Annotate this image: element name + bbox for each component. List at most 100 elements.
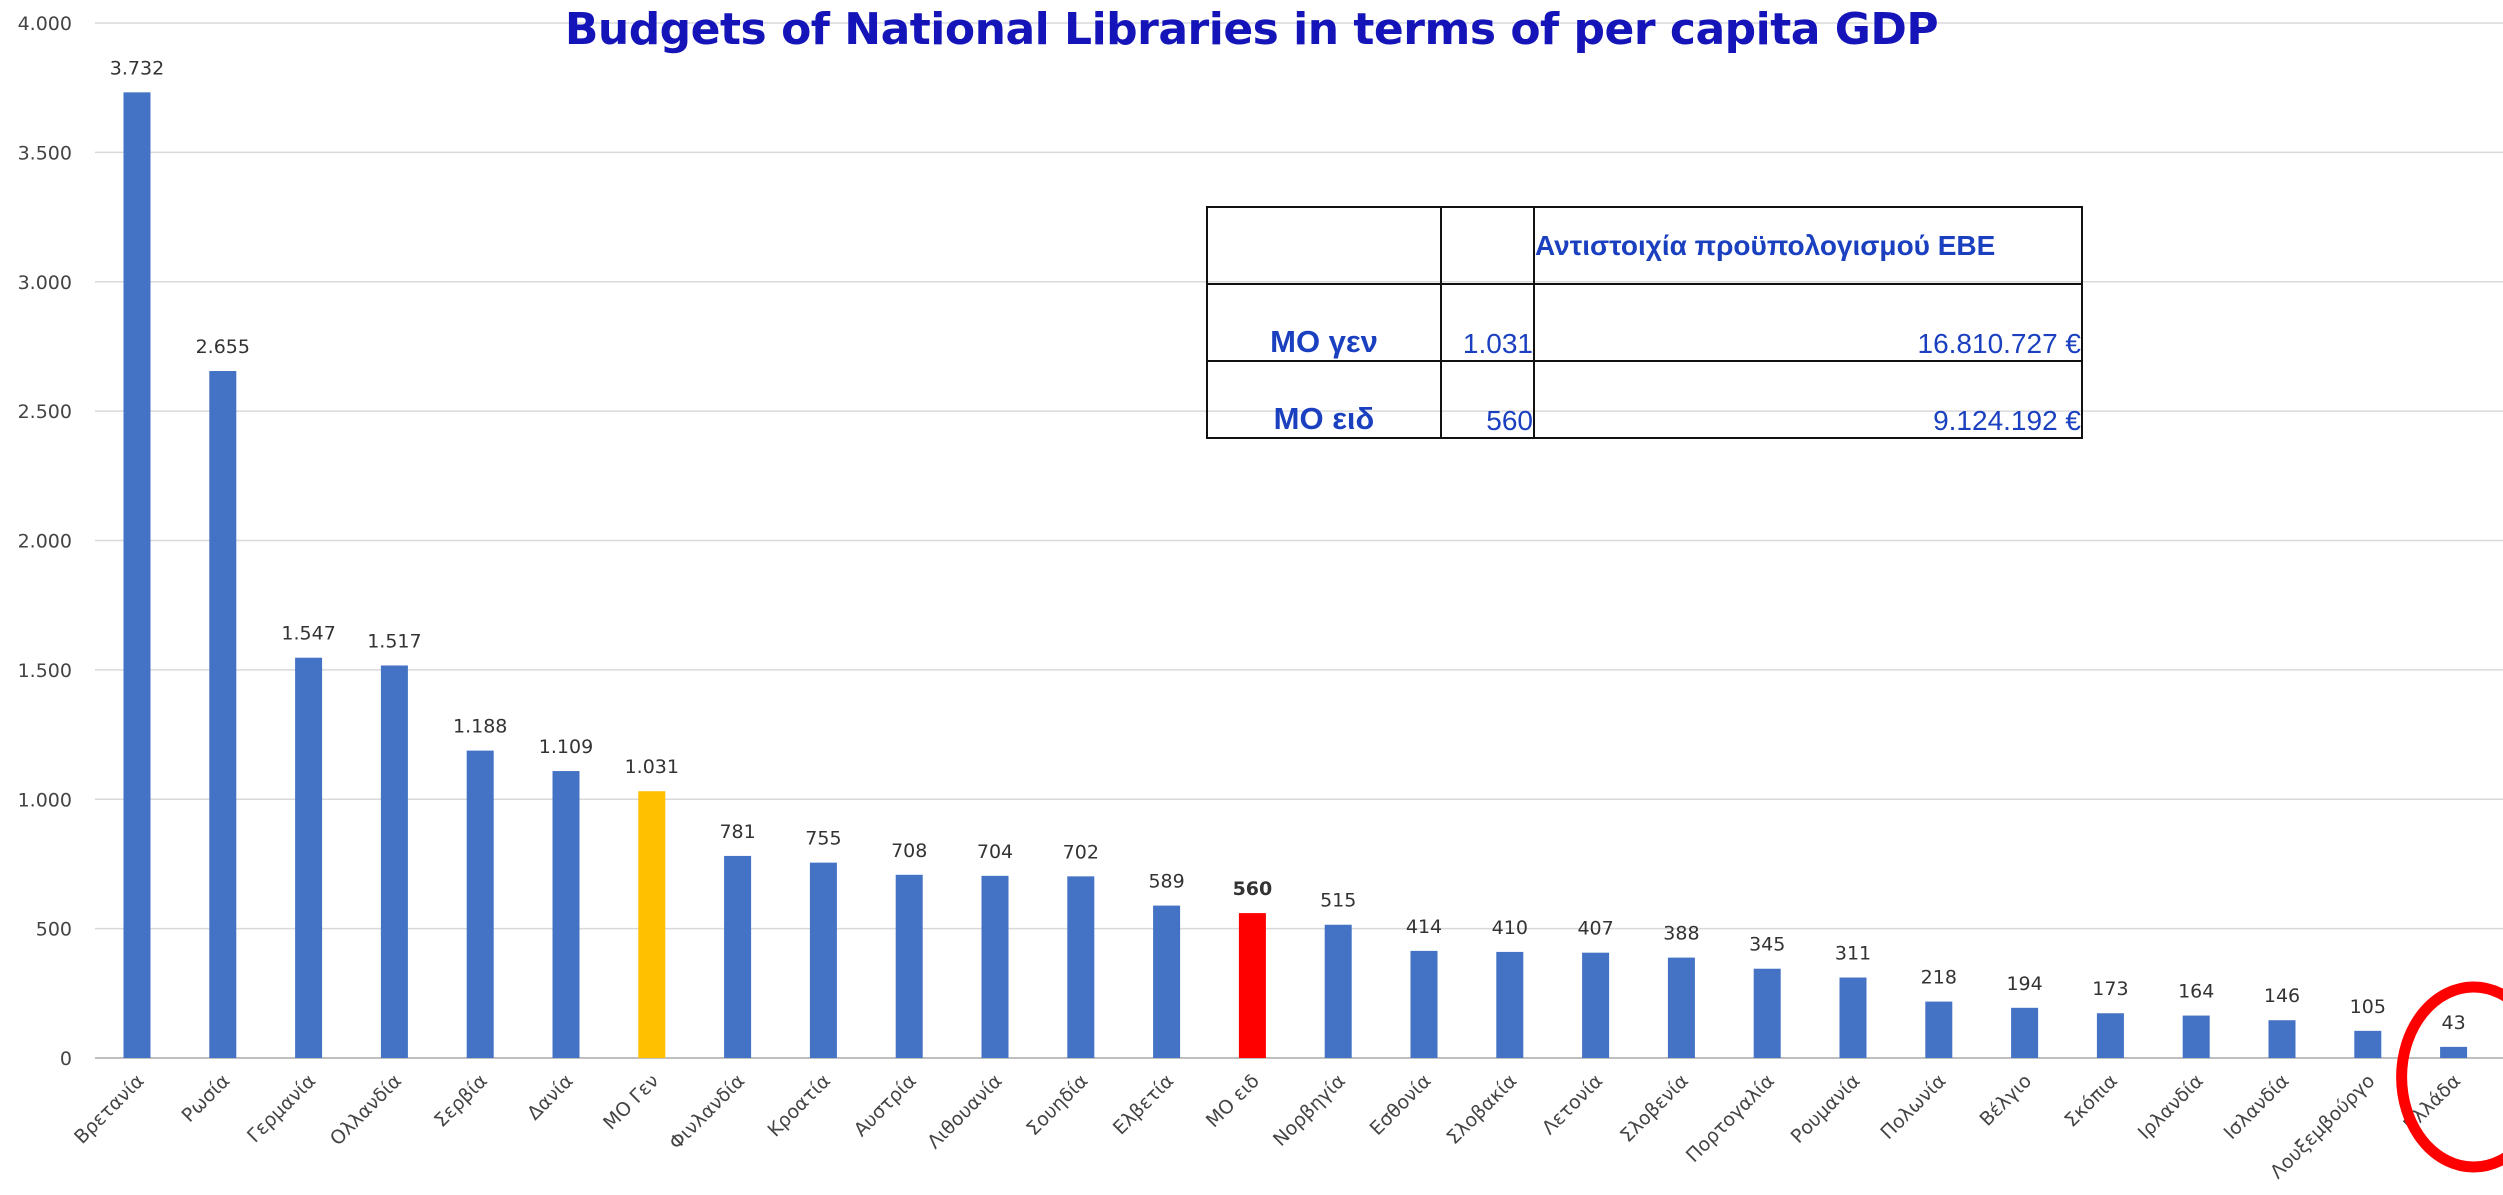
- value-label: 388: [1663, 923, 1699, 945]
- value-label: 311: [1835, 943, 1871, 965]
- x-tick-label: Ιρλανδία: [2134, 1070, 2208, 1144]
- x-tick-label: Ρωσία: [178, 1070, 235, 1127]
- x-tick-label: Σκόπια: [2060, 1070, 2122, 1132]
- x-tick-label: Ολλανδία: [326, 1070, 406, 1150]
- table-header-row: Αντιστοιχία προϋπολογισμού ΕΒΕ: [1206, 206, 2083, 285]
- x-tick-label: Βέλγιο: [1975, 1070, 2036, 1131]
- value-label: 2.655: [196, 336, 250, 358]
- x-tick-label: ΜΟ ειδ: [1202, 1070, 1264, 1132]
- value-label: 3.732: [110, 57, 164, 79]
- bar: [1839, 977, 1867, 1058]
- bar: [2011, 1007, 2039, 1058]
- bar: [2268, 1020, 2296, 1058]
- bar: [1582, 952, 1610, 1058]
- value-label: 164: [2178, 981, 2214, 1003]
- value-label: 702: [1063, 841, 1099, 863]
- highlight-circle: [2396, 981, 2503, 1173]
- budget-table: Αντιστοιχία προϋπολογισμού ΕΒΕ ΜΟ γεν 1.…: [1206, 206, 2083, 439]
- bar: [1324, 924, 1352, 1058]
- value-label: 414: [1406, 916, 1442, 938]
- x-tick-label: Νορβηγία: [1269, 1070, 1350, 1151]
- bar: [2440, 1046, 2468, 1058]
- value-label: 1.031: [625, 756, 679, 778]
- value-label: 105: [2350, 996, 2386, 1018]
- value-label: 1.188: [453, 716, 507, 738]
- value-label: 515: [1320, 890, 1356, 912]
- bar: [1753, 968, 1781, 1058]
- value-labels: 3.732 2.655 1.547 1.517 1.188 1.109 1.031 781 75…: [110, 57, 2466, 1034]
- row-value: 560: [1440, 360, 1535, 439]
- bar: [2354, 1030, 2382, 1058]
- bar: [1496, 951, 1524, 1058]
- y-tick-label: 1.000: [18, 789, 72, 811]
- table-row: ΜΟ γεν 1.031 16.810.727 €: [1206, 283, 2083, 362]
- value-label: 1.547: [281, 623, 335, 645]
- x-tick-label: Λετονία: [1538, 1070, 1607, 1139]
- value-label: 1.517: [367, 630, 421, 652]
- bar: [895, 874, 923, 1058]
- y-tick-label: 2.500: [18, 401, 72, 423]
- bar: [1667, 957, 1695, 1058]
- x-tick-label: Φινλανδία: [665, 1070, 749, 1154]
- bar: [1153, 905, 1181, 1058]
- bar: [638, 791, 666, 1058]
- bar: [981, 875, 1009, 1058]
- x-tick-label: ΜΟ Γεν: [599, 1070, 663, 1134]
- bar: [1067, 876, 1095, 1058]
- chart-title: Budgets of National Libraries in terms o…: [564, 4, 1939, 55]
- table-row: ΜΟ ειδ 560 9.124.192 €: [1206, 360, 2083, 439]
- row-label: ΜΟ ειδ: [1206, 360, 1442, 439]
- y-tick-label: 1.500: [18, 660, 72, 682]
- x-tick-label: Σλοβενία: [1616, 1070, 1693, 1147]
- bar: [2096, 1013, 2124, 1058]
- x-tick-label: Γερμανία: [243, 1070, 320, 1147]
- gridlines: [95, 22, 2503, 1059]
- y-axis-ticks: 0 500 1.000 1.500 2.000 2.500 3.000 3.500 4.000: [18, 13, 72, 1070]
- x-tick-label: Πολωνία: [1876, 1070, 1950, 1144]
- x-tick-label: Ρουμανία: [1787, 1070, 1865, 1148]
- value-label: 407: [1577, 918, 1613, 940]
- y-tick-label: 2.000: [18, 531, 72, 553]
- y-tick-label: 0: [60, 1048, 72, 1070]
- x-tick-label: Αυστρία: [850, 1070, 921, 1141]
- bar: [552, 771, 580, 1058]
- x-tick-label: Δανία: [523, 1070, 578, 1125]
- bar: [123, 92, 151, 1059]
- value-label: 43: [2442, 1012, 2466, 1034]
- table-header: Αντιστοιχία προϋπολογισμού ΕΒΕ: [1533, 206, 2083, 285]
- value-label: 704: [977, 841, 1013, 863]
- bar: [1925, 1001, 1953, 1058]
- y-tick-label: 3.500: [18, 142, 72, 164]
- row-budget: 16.810.727 €: [1533, 283, 2083, 362]
- x-tick-label: Ισλανδία: [2220, 1070, 2294, 1144]
- value-label: 410: [1492, 917, 1528, 939]
- value-label: 345: [1749, 934, 1785, 956]
- bar: [380, 665, 408, 1058]
- bar: [1238, 913, 1266, 1058]
- value-label: 755: [805, 828, 841, 850]
- bar: [209, 371, 237, 1058]
- x-tick-label: Λιθουανία: [923, 1070, 1006, 1153]
- x-tick-label: Σουηδία: [1022, 1070, 1092, 1140]
- row-budget: 9.124.192 €: [1533, 360, 2083, 439]
- value-label: 218: [1921, 967, 1957, 989]
- bar: [295, 657, 323, 1058]
- y-tick-label: 500: [36, 919, 72, 941]
- x-tick-label: Κροατία: [763, 1070, 834, 1141]
- x-tick-label: Σλοβακία: [1442, 1070, 1521, 1149]
- bar: [809, 862, 837, 1058]
- x-tick-label: Βρετανία: [70, 1070, 148, 1148]
- x-tick-label: Εσθονία: [1366, 1070, 1436, 1140]
- x-tick-label: Πορτογαλία: [1682, 1070, 1779, 1167]
- row-label: ΜΟ γεν: [1206, 283, 1442, 362]
- bar: [724, 855, 752, 1058]
- row-value: 1.031: [1440, 283, 1535, 362]
- y-tick-label: 3.000: [18, 272, 72, 294]
- value-label: 173: [2092, 978, 2128, 1000]
- value-label: 194: [2006, 973, 2042, 995]
- bar: [2182, 1015, 2210, 1058]
- value-label: 781: [719, 821, 755, 843]
- value-label: 560: [1233, 878, 1273, 900]
- x-tick-label: Ελβετία: [1109, 1070, 1178, 1139]
